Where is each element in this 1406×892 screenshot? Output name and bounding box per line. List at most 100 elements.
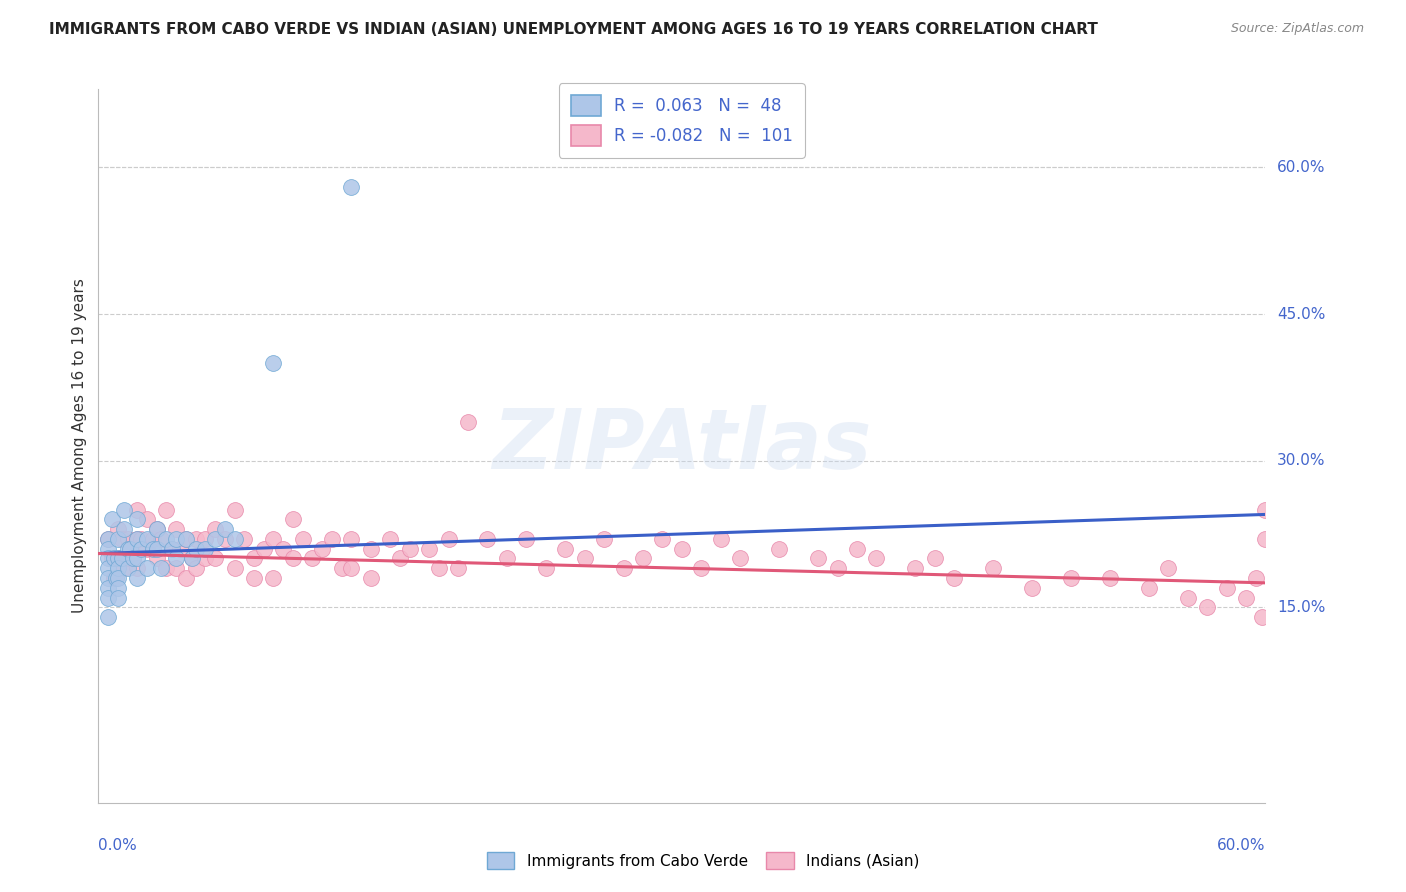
Text: 60.0%: 60.0%: [1218, 838, 1265, 854]
Point: [117, 551, 139, 566]
Point: [340, 180, 363, 194]
Point: [554, 541, 576, 556]
Point: [129, 532, 152, 546]
Text: IMMIGRANTS FROM CABO VERDE VS INDIAN (ASIAN) UNEMPLOYMENT AMONG AGES 16 TO 19 YE: IMMIGRANTS FROM CABO VERDE VS INDIAN (AS…: [49, 22, 1098, 37]
Point: [262, 356, 284, 370]
Point: [146, 522, 169, 536]
Point: [1157, 561, 1180, 575]
Point: [169, 541, 191, 556]
Point: [107, 581, 129, 595]
Point: [214, 522, 236, 536]
Point: [127, 571, 149, 585]
Point: [671, 541, 693, 556]
Point: [262, 532, 284, 546]
Point: [127, 512, 149, 526]
Point: [768, 541, 790, 556]
Point: [904, 561, 927, 575]
Point: [107, 551, 129, 566]
Point: [149, 561, 172, 575]
Point: [981, 561, 1004, 575]
Point: [165, 522, 187, 536]
Point: [118, 541, 141, 556]
Point: [174, 532, 197, 546]
Point: [360, 571, 382, 585]
Point: [574, 551, 596, 566]
Point: [651, 532, 673, 546]
Point: [112, 502, 135, 516]
Point: [101, 551, 124, 566]
Point: [127, 532, 149, 546]
Point: [690, 561, 713, 575]
Point: [730, 551, 752, 566]
Point: [807, 551, 830, 566]
Point: [107, 561, 129, 575]
Point: [515, 532, 537, 546]
Point: [496, 551, 519, 566]
Point: [1060, 571, 1083, 585]
Point: [136, 561, 159, 575]
Point: [97, 591, 120, 605]
Point: [224, 502, 246, 516]
Point: [1195, 600, 1218, 615]
Point: [204, 522, 226, 536]
Point: [360, 541, 382, 556]
Text: ZIPAtlas: ZIPAtlas: [492, 406, 872, 486]
Text: 30.0%: 30.0%: [1277, 453, 1326, 468]
Point: [107, 591, 129, 605]
Point: [162, 541, 184, 556]
Point: [127, 551, 149, 566]
Point: [340, 532, 363, 546]
Point: [613, 561, 636, 575]
Point: [97, 551, 120, 566]
Text: 0.0%: 0.0%: [98, 838, 138, 854]
Point: [330, 561, 353, 575]
Point: [943, 571, 966, 585]
Point: [146, 522, 169, 536]
Point: [101, 512, 124, 526]
Point: [117, 532, 139, 546]
Point: [142, 541, 165, 556]
Point: [1177, 591, 1199, 605]
Point: [1021, 581, 1043, 595]
Point: [107, 551, 129, 566]
Point: [165, 532, 187, 546]
Point: [184, 532, 207, 546]
Point: [146, 551, 169, 566]
Text: 15.0%: 15.0%: [1277, 599, 1326, 615]
Point: [281, 512, 304, 526]
Point: [149, 532, 172, 546]
Point: [388, 551, 411, 566]
Point: [380, 532, 402, 546]
Point: [827, 561, 849, 575]
Point: [97, 581, 120, 595]
Point: [111, 532, 134, 546]
Point: [184, 561, 207, 575]
Point: [224, 532, 246, 546]
Y-axis label: Unemployment Among Ages 16 to 19 years: Unemployment Among Ages 16 to 19 years: [72, 278, 87, 614]
Point: [281, 551, 304, 566]
Point: [418, 541, 440, 556]
Point: [271, 541, 294, 556]
Point: [311, 541, 333, 556]
Point: [112, 522, 135, 536]
Point: [174, 571, 197, 585]
Point: [194, 551, 217, 566]
Point: [243, 551, 266, 566]
Point: [127, 532, 149, 546]
Point: [107, 532, 129, 546]
Point: [97, 532, 120, 546]
Point: [593, 532, 616, 546]
Text: 45.0%: 45.0%: [1277, 307, 1326, 321]
Point: [155, 532, 177, 546]
Point: [155, 561, 177, 575]
Point: [103, 551, 125, 566]
Point: [97, 541, 120, 556]
Point: [243, 571, 266, 585]
Point: [534, 561, 557, 575]
Point: [117, 541, 139, 556]
Point: [1254, 502, 1277, 516]
Point: [321, 532, 343, 546]
Point: [136, 532, 159, 546]
Point: [180, 551, 202, 566]
Point: [97, 532, 120, 546]
